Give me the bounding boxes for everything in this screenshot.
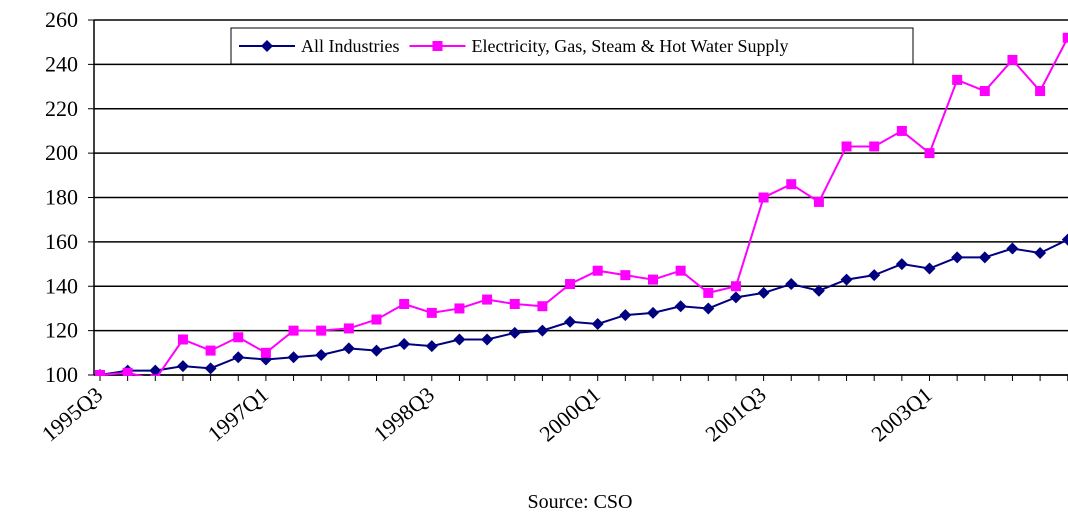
legend-marker — [261, 40, 273, 52]
plot-area — [94, 32, 1068, 376]
point-marker — [591, 317, 604, 330]
point-marker — [978, 251, 991, 264]
point-marker — [1007, 54, 1018, 65]
y-tick-label: 100 — [45, 362, 78, 387]
point-marker — [841, 141, 852, 152]
point-marker — [565, 279, 576, 290]
y-tick-label: 160 — [45, 229, 78, 254]
point-marker — [758, 192, 769, 203]
point-marker — [342, 342, 355, 355]
point-marker — [895, 258, 908, 271]
point-marker — [620, 270, 631, 281]
point-marker — [315, 349, 328, 362]
series-line — [99, 37, 1068, 376]
point-marker — [371, 314, 382, 325]
series-line — [99, 238, 1068, 376]
point-marker — [482, 294, 493, 305]
point-marker — [176, 360, 189, 373]
point-marker — [1062, 32, 1068, 43]
point-marker — [647, 306, 659, 319]
point-marker — [205, 345, 216, 356]
x-tick-label: 2003Q1 — [866, 382, 936, 447]
point-marker — [924, 148, 935, 159]
point-marker — [896, 125, 907, 136]
point-marker — [564, 315, 577, 328]
point-marker — [425, 340, 438, 353]
y-tick-label: 120 — [45, 318, 78, 343]
y-tick-label: 200 — [45, 140, 78, 165]
y-tick-label: 180 — [45, 185, 78, 210]
point-marker — [287, 351, 300, 364]
point-marker — [702, 302, 715, 315]
point-marker — [95, 370, 105, 376]
y-tick-label: 140 — [45, 273, 78, 298]
point-marker — [757, 286, 770, 299]
point-marker — [426, 307, 437, 318]
point-marker — [786, 179, 797, 190]
source-note: Source: CSO — [528, 491, 633, 513]
point-marker — [149, 364, 162, 376]
legend-marker — [432, 41, 443, 51]
legend-box — [230, 27, 914, 65]
x-tick-label: 2001Q3 — [700, 382, 770, 447]
point-marker — [177, 334, 188, 345]
point-marker — [592, 265, 603, 276]
point-marker — [675, 265, 686, 276]
point-marker — [288, 325, 299, 336]
x-tick-label: 2000Q1 — [535, 382, 605, 447]
point-marker — [260, 347, 271, 358]
point-marker — [813, 196, 824, 207]
y-tick-label: 220 — [45, 96, 78, 121]
point-marker — [869, 141, 880, 152]
point-marker — [923, 262, 936, 275]
legend-label: All Industries — [301, 36, 400, 56]
point-marker — [150, 374, 161, 376]
point-marker — [868, 269, 881, 282]
point-marker — [840, 273, 853, 286]
point-marker — [398, 337, 411, 350]
point-marker — [951, 251, 964, 264]
point-marker — [785, 278, 798, 291]
point-marker — [648, 274, 658, 285]
point-marker — [979, 86, 990, 96]
point-marker — [730, 281, 741, 292]
point-marker — [204, 362, 217, 375]
point-marker — [952, 74, 963, 85]
point-marker — [370, 344, 383, 357]
y-tick-label: 240 — [45, 51, 78, 76]
x-tick-label: 1995Q3 — [37, 382, 107, 447]
point-marker — [1034, 246, 1047, 259]
point-marker — [1035, 86, 1046, 96]
point-marker — [812, 284, 825, 297]
point-marker — [343, 323, 354, 334]
point-marker — [509, 299, 520, 309]
point-marker — [729, 291, 742, 304]
point-marker — [508, 326, 521, 339]
point-marker — [122, 367, 133, 376]
point-marker — [536, 324, 549, 337]
point-marker — [1006, 242, 1019, 255]
point-marker — [454, 303, 465, 314]
point-marker — [619, 309, 632, 322]
point-marker — [453, 333, 466, 346]
point-marker — [1061, 233, 1068, 246]
x-tick-label: 1997Q1 — [203, 382, 273, 447]
point-marker — [233, 332, 244, 343]
legend-label: Electricity, Gas, Steam & Hot Water Supp… — [472, 36, 789, 56]
point-marker — [703, 287, 714, 298]
point-marker — [316, 325, 327, 336]
point-marker — [232, 351, 245, 364]
point-marker — [399, 299, 410, 309]
point-marker — [481, 333, 494, 346]
point-marker — [537, 301, 548, 312]
point-marker — [674, 300, 687, 313]
x-tick-label: 1998Q3 — [369, 382, 439, 447]
y-tick-label: 260 — [45, 7, 78, 32]
